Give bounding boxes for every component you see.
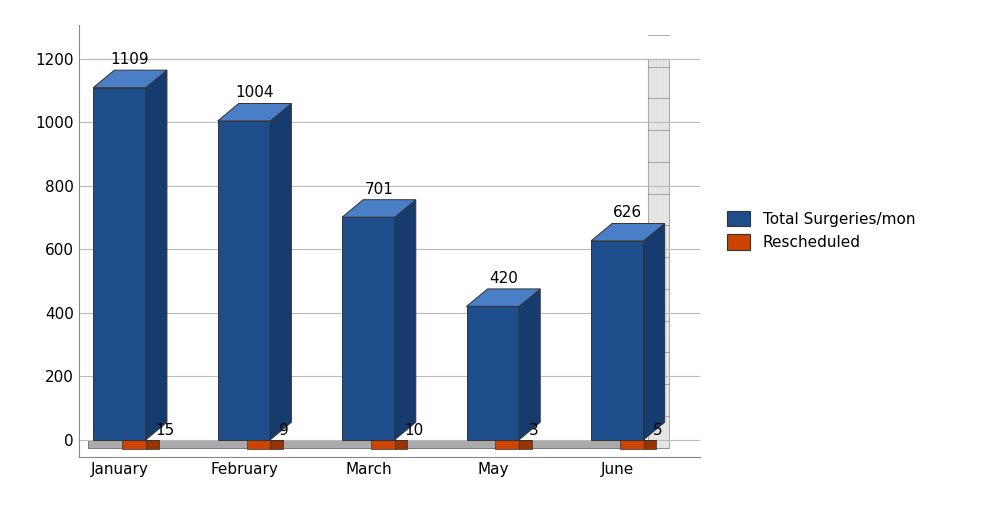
Bar bbox=[496, 440, 520, 449]
Bar bbox=[94, 88, 146, 440]
Bar bbox=[218, 121, 270, 440]
Polygon shape bbox=[270, 104, 292, 440]
Bar bbox=[246, 440, 270, 449]
Bar bbox=[620, 440, 644, 449]
Text: 5: 5 bbox=[653, 423, 663, 438]
Polygon shape bbox=[649, 59, 669, 448]
Text: 15: 15 bbox=[155, 423, 175, 438]
Polygon shape bbox=[644, 440, 657, 449]
Polygon shape bbox=[394, 440, 407, 449]
Text: 420: 420 bbox=[489, 271, 518, 285]
Bar bbox=[89, 440, 649, 448]
Text: 10: 10 bbox=[404, 423, 423, 438]
Polygon shape bbox=[520, 440, 531, 449]
Bar bbox=[591, 241, 644, 440]
Polygon shape bbox=[146, 440, 159, 449]
Bar bbox=[122, 440, 146, 449]
Legend: Total Surgeries/mon, Rescheduled: Total Surgeries/mon, Rescheduled bbox=[728, 211, 915, 250]
Text: 1109: 1109 bbox=[110, 52, 150, 67]
Text: 9: 9 bbox=[279, 423, 289, 438]
Polygon shape bbox=[466, 289, 540, 306]
Text: 3: 3 bbox=[528, 423, 538, 438]
Polygon shape bbox=[94, 70, 167, 88]
Polygon shape bbox=[644, 224, 665, 440]
Bar bbox=[371, 440, 394, 449]
Text: 1004: 1004 bbox=[236, 85, 274, 101]
Polygon shape bbox=[394, 200, 416, 440]
Text: 701: 701 bbox=[365, 181, 393, 197]
Polygon shape bbox=[218, 104, 292, 121]
Polygon shape bbox=[342, 200, 416, 217]
Bar bbox=[342, 217, 394, 440]
Text: 626: 626 bbox=[613, 205, 642, 220]
Polygon shape bbox=[270, 440, 283, 449]
Polygon shape bbox=[591, 224, 665, 241]
Bar bbox=[466, 306, 520, 440]
Polygon shape bbox=[146, 70, 167, 440]
Polygon shape bbox=[520, 289, 540, 440]
